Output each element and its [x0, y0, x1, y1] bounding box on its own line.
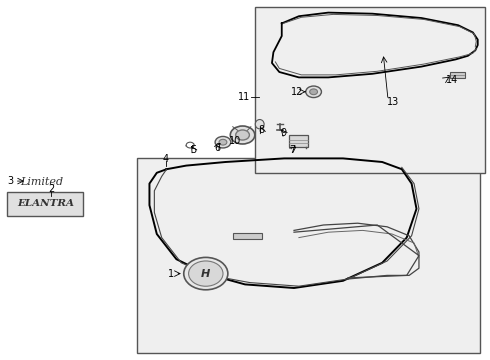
Text: H: H	[201, 269, 210, 279]
Text: 10: 10	[229, 136, 241, 147]
Ellipse shape	[255, 120, 264, 129]
Circle shape	[189, 261, 223, 286]
Text: 9: 9	[280, 128, 286, 138]
Text: 1: 1	[168, 269, 174, 279]
Bar	[450, 72, 465, 78]
Bar	[7, 192, 83, 216]
Circle shape	[186, 142, 194, 148]
Circle shape	[215, 136, 231, 148]
Text: 11: 11	[238, 92, 250, 102]
Text: 2: 2	[49, 184, 54, 194]
Circle shape	[236, 130, 249, 140]
Text: 13: 13	[387, 96, 399, 107]
Text: 6: 6	[214, 143, 220, 153]
Circle shape	[184, 257, 228, 290]
Circle shape	[230, 126, 255, 144]
Bar	[233, 233, 262, 239]
Text: Limited: Limited	[20, 177, 63, 187]
Text: 7: 7	[290, 145, 295, 156]
Text: 14: 14	[446, 75, 458, 85]
Circle shape	[310, 89, 318, 95]
Circle shape	[219, 139, 227, 145]
Text: 3: 3	[8, 176, 14, 186]
Text: 4: 4	[163, 154, 169, 164]
Text: 5: 5	[191, 145, 196, 156]
Bar	[137, 158, 480, 353]
Text: 8: 8	[259, 125, 265, 135]
Text: 12: 12	[292, 87, 304, 97]
Bar	[255, 7, 485, 173]
Text: ELANTRA: ELANTRA	[17, 199, 74, 208]
Circle shape	[306, 86, 321, 98]
Bar	[289, 135, 308, 147]
